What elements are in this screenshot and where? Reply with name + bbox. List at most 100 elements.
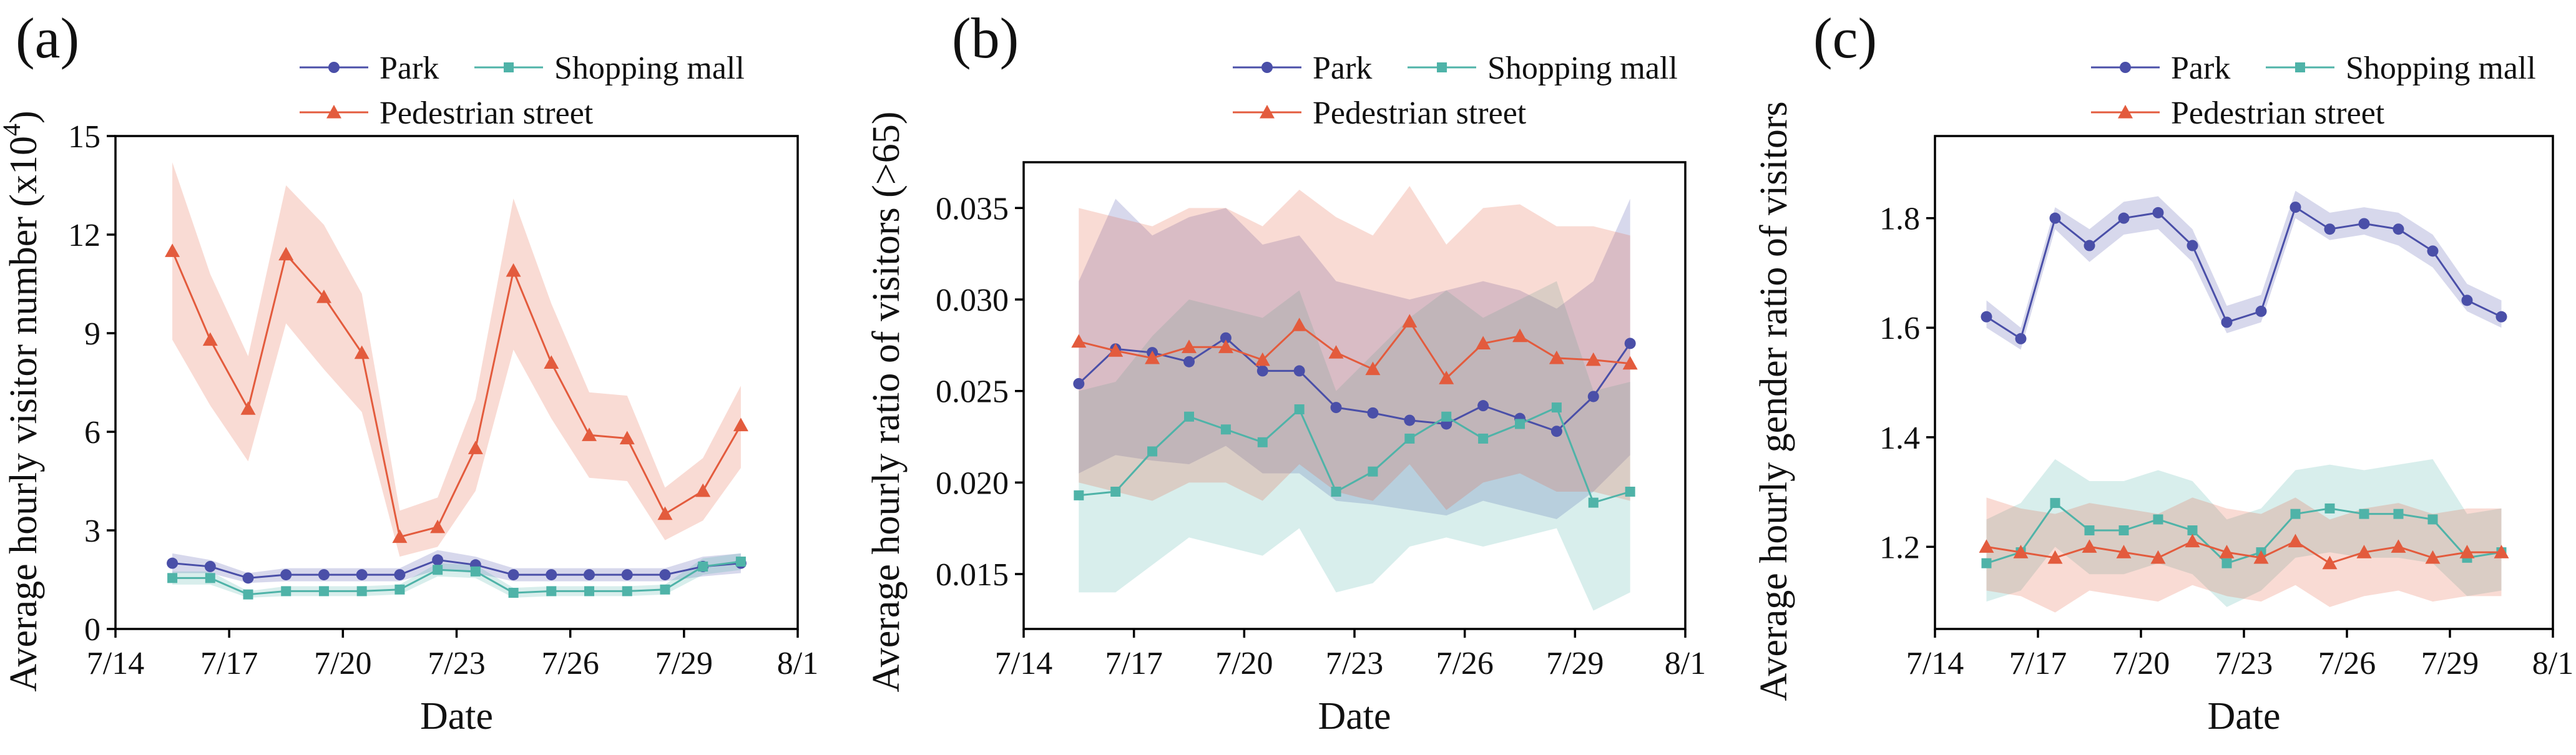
x-axis-label: Date [1318,695,1391,738]
park-point [356,569,368,581]
y-axis-label-main: Average hourly visitor number (x10 [2,136,45,692]
pedestrian-point [1439,371,1454,384]
y-tick-label: 0.020 [936,465,1009,501]
park-point [2015,333,2027,344]
shopping-legend-label: Shopping mall [2346,51,2536,86]
x-tick-label: 7/26 [2318,646,2376,681]
pedestrian-point [2219,545,2235,558]
pedestrian-point [2116,545,2132,558]
park-point [204,560,216,572]
pedestrian-line [1078,319,1630,380]
shopping-point [1478,433,1489,444]
shopping-point [1220,424,1231,435]
shopping-point [1184,411,1194,422]
y-tick-label: 6 [84,415,100,451]
pedestrian-point [733,417,748,432]
pedestrian-point [2356,545,2372,558]
pedestrian-point [2150,550,2166,564]
park-point [2152,207,2164,218]
pedestrian-point [1585,352,1601,366]
pedestrian-legend-marker [1260,105,1275,119]
x-tick-label: 7/17 [1105,646,1162,681]
shopping-point [1441,411,1452,422]
park-point [2290,202,2301,213]
park-point [2049,212,2061,224]
y-axis-label: Average hourly visitor number (x104) [0,110,45,691]
park-point [2358,218,2370,230]
shopping-point [584,586,595,597]
y-axis-label: Average hourly ratio of visitors (>65) [865,112,908,693]
pedestrian-legend-label: Pedestrian street [2171,95,2385,131]
pedestrian-point [1402,314,1418,328]
shopping-point [2118,525,2129,535]
y-tick-label: 0.035 [936,191,1009,226]
park-point [2084,240,2095,251]
legend: Park Shopping mall Pedestrian street [1233,51,1678,131]
shopping-point [1368,466,1378,477]
shopping-point [1331,487,1341,497]
shopping-band [172,553,741,598]
x-tick-label: 8/1 [1665,646,1706,681]
park-point [2187,240,2198,251]
pedestrian-point [1182,339,1197,353]
x-tick-label: 7/26 [1436,646,1493,681]
x-tick-label: 7/14 [1906,646,1964,681]
shopping-point [1551,402,1562,413]
pedestrian-legend-marker [326,105,341,119]
park-point [1624,338,1636,349]
shopping-point [1147,446,1158,457]
x-tick-label: 7/20 [2112,646,2170,681]
shopping-point [1625,487,1635,497]
park-legend-label: Park [2171,51,2230,86]
x-tick-label: 7/29 [2421,646,2479,681]
x-axis-label: Date [2207,695,2280,738]
shopping-point [2359,509,2369,519]
pedestrian-point [2288,533,2303,548]
pedestrian-point [392,529,408,543]
park-point [2427,245,2439,257]
y-tick-label: 0.030 [936,283,1009,318]
shopping-legend-marker [504,62,514,72]
pedestrian-point [468,441,483,454]
y-tick-label: 1.4 [1879,421,1920,456]
pedestrian-point [2013,545,2029,558]
pedestrian-point [695,483,711,497]
shopping-point [243,589,253,600]
y-tick-label: 12 [68,218,100,253]
park-point [432,554,444,566]
park-legend-label: Park [380,51,439,86]
pedestrian-point [2459,545,2475,558]
pedestrian-point [1071,334,1087,348]
shopping-point [1515,419,1525,429]
shopping-point [2427,514,2438,525]
park-point [167,557,179,569]
panel-1: 7/14 7/17 7/20 7/23 7/26 7/29 8/1 0 3 6 9 12 15 Date A… [0,6,818,738]
park-point [1330,402,1342,414]
shopping-point [2187,525,2198,535]
shopping-point [356,586,367,597]
panel-3: 7/14 7/17 7/20 7/23 7/26 7/29 8/1 1.2 1.4 1.6 1.8 D… [1753,6,2574,738]
y-axis-label: Average hourly gender ratio of visitors [1753,101,1795,701]
pedestrian-line [171,250,742,538]
pedestrian-legend-label: Pedestrian street [380,95,594,131]
park-point [242,572,254,584]
shopping-point [2153,514,2163,525]
park-point [1293,365,1305,377]
pedestrian-point [1255,352,1270,366]
pedestrian-point [1622,356,1638,370]
x-tick-label: 7/29 [655,646,713,681]
park-line [172,558,742,579]
pedestrian-point [1549,350,1564,364]
x-axis-label: Date [420,695,493,738]
plot-area [1071,186,1638,611]
park-point [1183,356,1195,368]
x-tick-label: 7/26 [541,646,599,681]
shopping-point [1588,497,1599,508]
pedestrian-point [278,246,294,261]
park-point [394,569,406,581]
park-band [1079,198,1630,520]
plot-area [1979,190,2509,613]
panel-2: 7/14 7/17 7/20 7/23 7/26 7/29 8/1 0.015 0.020 0.0… [865,6,1706,738]
park-legend-marker [1261,62,1273,73]
